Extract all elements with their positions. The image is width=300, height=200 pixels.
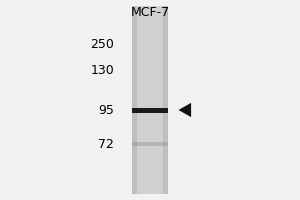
Text: 130: 130 <box>90 64 114 76</box>
Bar <box>132 6 168 194</box>
Polygon shape <box>178 103 191 117</box>
Text: 95: 95 <box>98 104 114 116</box>
Text: 72: 72 <box>98 138 114 150</box>
Bar <box>132 108 168 112</box>
Bar <box>132 142 168 146</box>
Bar <box>163 6 168 194</box>
Text: MCF-7: MCF-7 <box>130 6 170 19</box>
Text: 250: 250 <box>90 38 114 50</box>
Bar <box>132 6 137 194</box>
